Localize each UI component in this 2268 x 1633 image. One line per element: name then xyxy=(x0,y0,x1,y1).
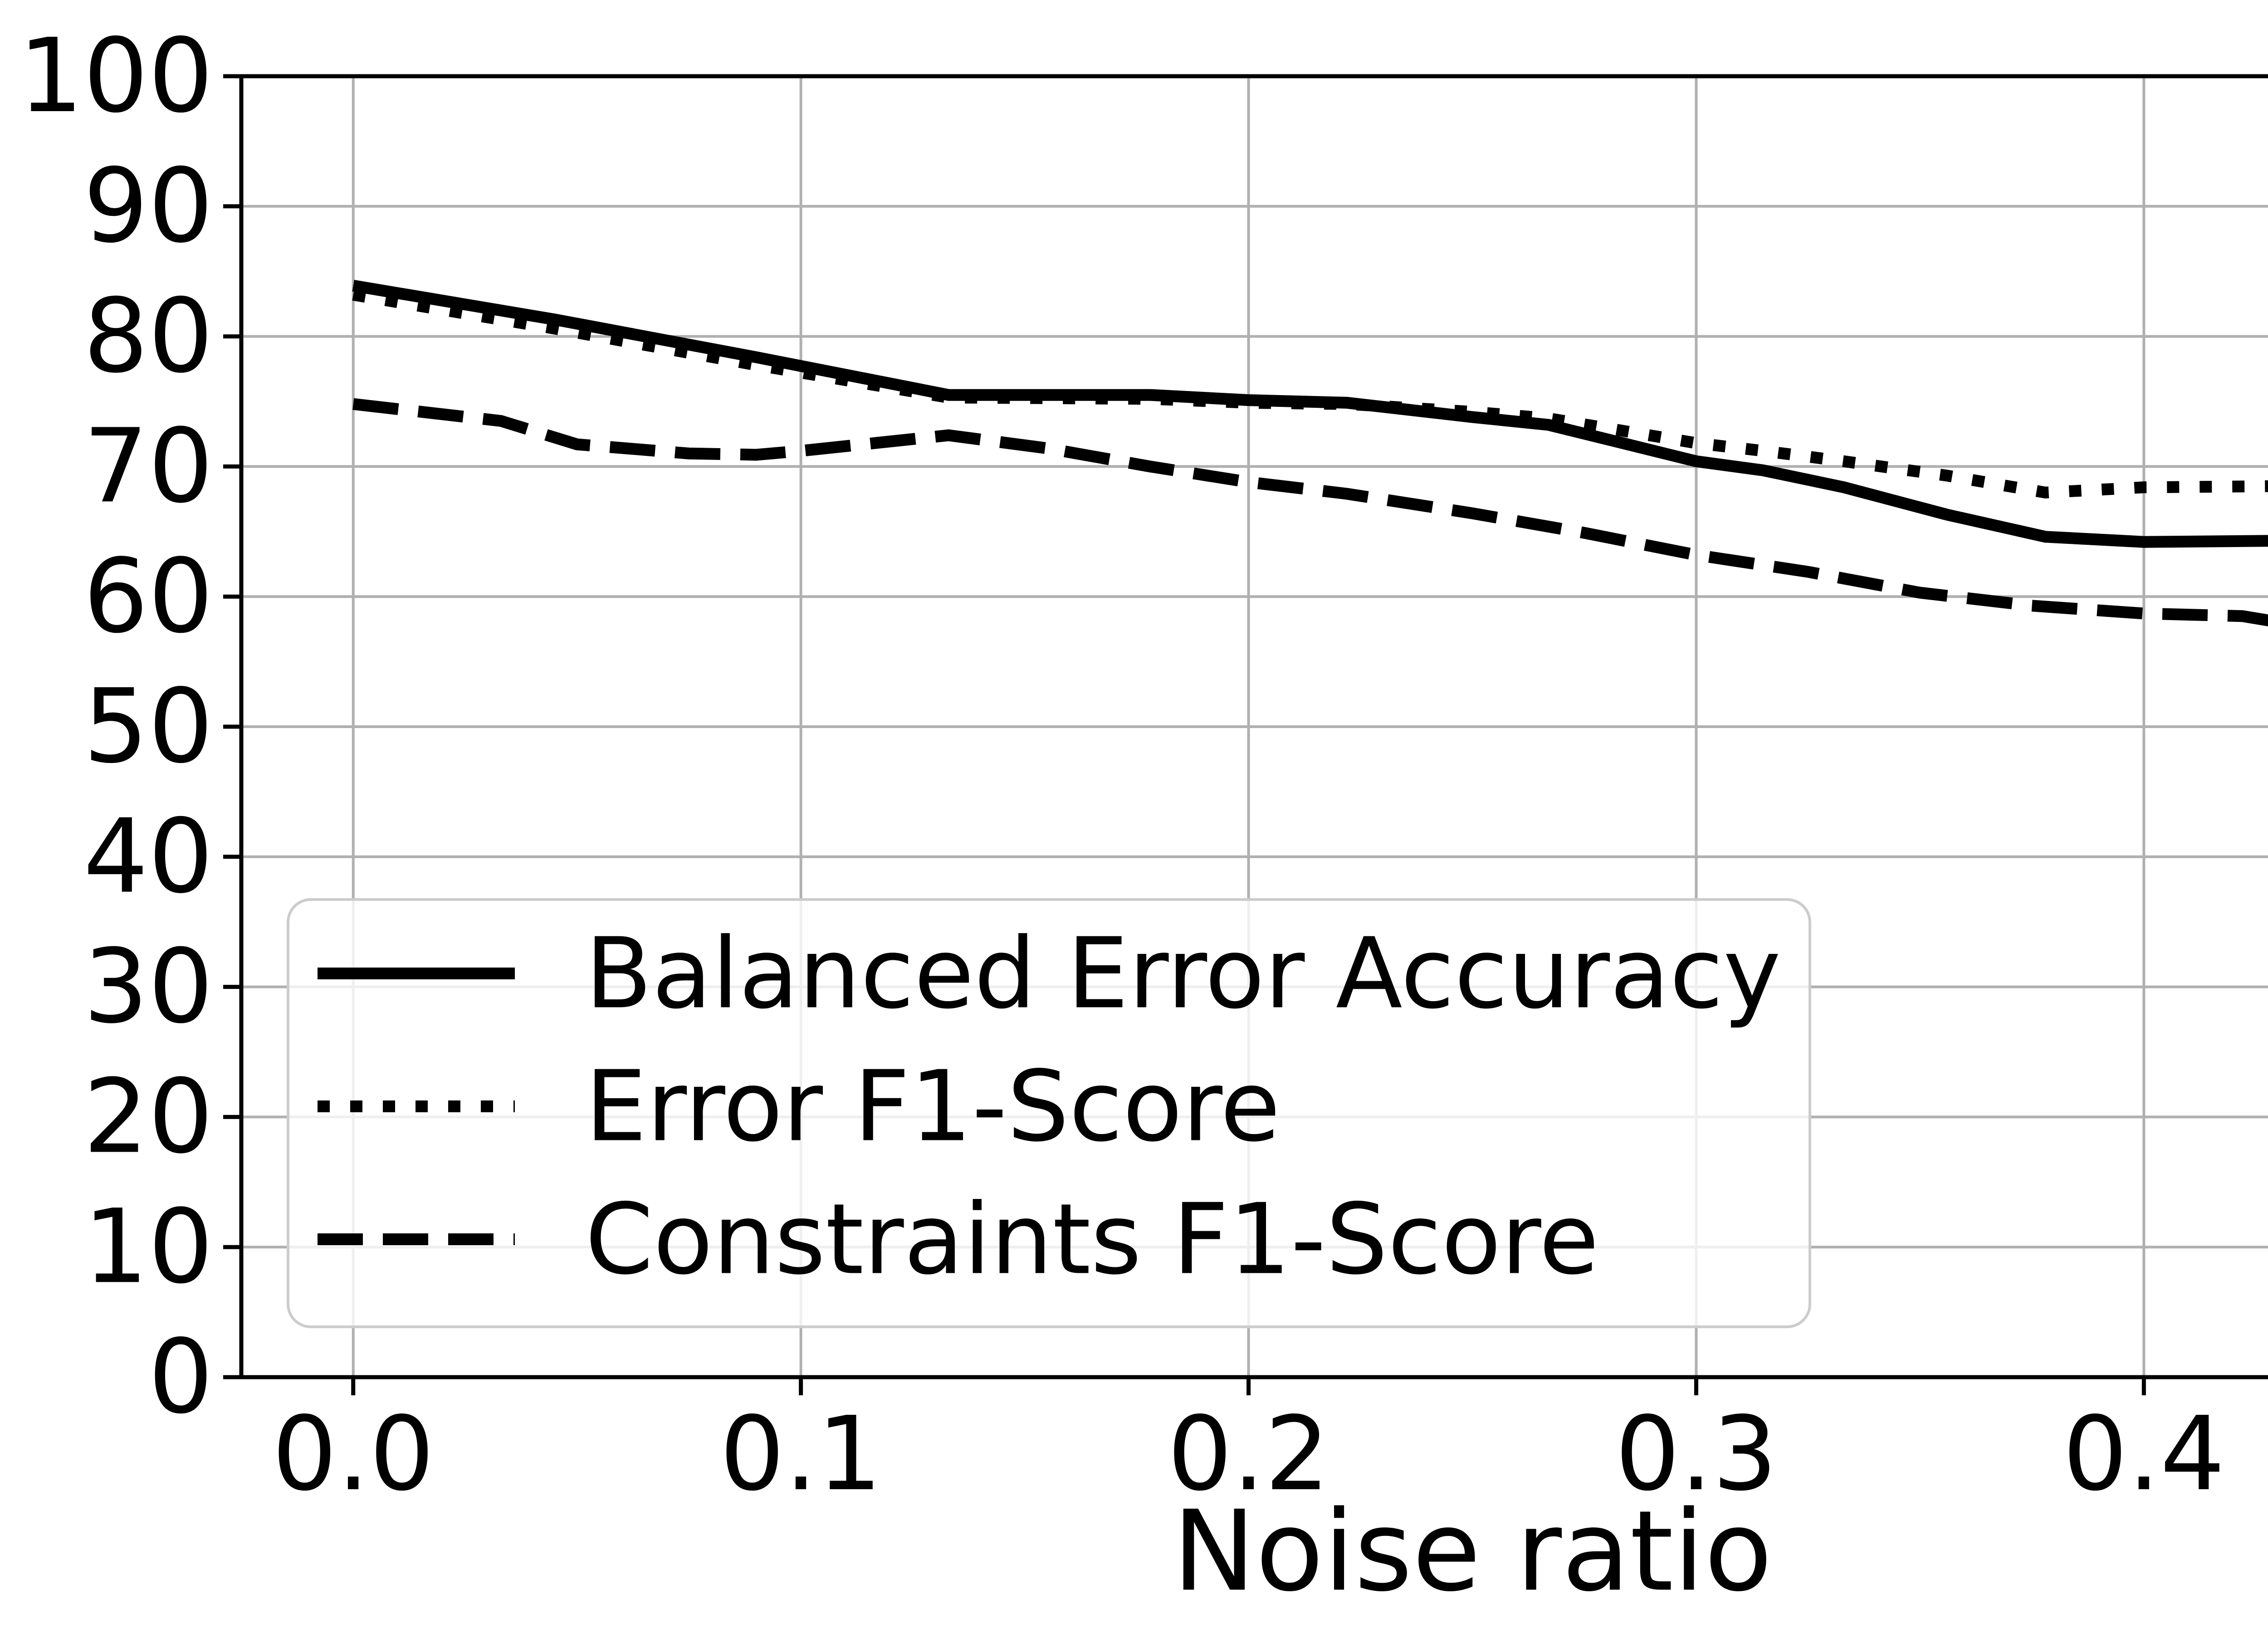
y-tick-label-50: 50 xyxy=(83,667,213,786)
legend-label-error-f1-score: Error F1-Score xyxy=(585,1050,1281,1164)
legend-label-balanced-error-accuracy: Balanced Error Accuracy xyxy=(585,917,1781,1031)
legend-label-constraints-f1-score: Constraints F1-Score xyxy=(585,1183,1599,1296)
x-axis-label: Noise ratio xyxy=(1173,1487,1772,1616)
y-tick-label-60: 60 xyxy=(83,537,213,656)
series-line-constraints-f1-score xyxy=(352,398,2268,626)
series-line-error-f1-score xyxy=(352,288,2268,499)
y-tick-label-10: 10 xyxy=(83,1188,213,1306)
series-line-balanced-error-accuracy xyxy=(352,279,2268,548)
y-tick-label-40: 40 xyxy=(83,797,213,916)
legend-box xyxy=(287,898,1811,1328)
y-tick-label-30: 30 xyxy=(83,928,213,1046)
x-tick-label-0.2: 0.2 xyxy=(1168,1395,1330,1514)
y-tick-label-80: 80 xyxy=(83,277,213,396)
x-tick-label-0.4: 0.4 xyxy=(2063,1395,2225,1514)
y-tick-label-90: 90 xyxy=(83,147,213,266)
legend: Balanced Error Accuracy Error F1-Score Con… xyxy=(287,898,1811,1328)
y-tick-label-70: 70 xyxy=(83,407,213,526)
x-tick-label-0.1: 0.1 xyxy=(720,1395,882,1514)
x-tick-label-0.3: 0.3 xyxy=(1615,1395,1778,1514)
y-tick-label-20: 20 xyxy=(83,1057,213,1176)
y-tick-label-0: 0 xyxy=(148,1318,213,1437)
y-tick-label-100: 100 xyxy=(19,17,213,136)
x-tick-label-0.0: 0.0 xyxy=(272,1395,435,1514)
